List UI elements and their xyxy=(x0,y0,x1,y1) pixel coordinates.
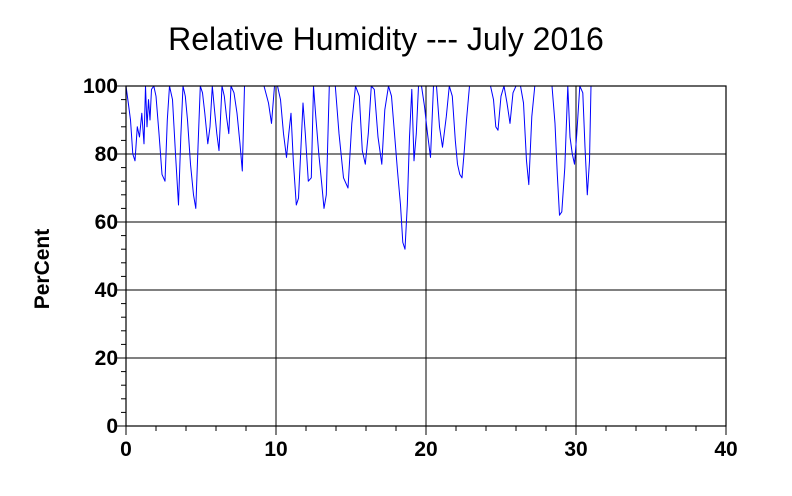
minor-tick-layer xyxy=(117,85,727,435)
y-tick-label: 20 xyxy=(95,347,118,370)
x-tick-label: 0 xyxy=(120,438,132,461)
y-tick-labels: 0 20 40 60 80 100 xyxy=(83,75,118,438)
x-tick-label: 40 xyxy=(714,438,737,461)
data-series-layer xyxy=(125,85,592,250)
x-tick-label: 10 xyxy=(264,438,287,461)
y-tick-label: 60 xyxy=(95,211,118,234)
y-tick-label: 0 xyxy=(106,415,118,438)
x-tick-label: 20 xyxy=(414,438,437,461)
humidity-series-line xyxy=(125,85,592,250)
y-tick-label: 40 xyxy=(95,279,118,302)
chart-title: Relative Humidity --- July 2016 xyxy=(168,21,604,57)
y-tick-label: 100 xyxy=(83,75,118,98)
plot-area-frame xyxy=(125,85,727,427)
grid-layer xyxy=(126,86,726,426)
y-tick-label: 80 xyxy=(95,143,118,166)
y-axis-label: PerCent xyxy=(31,229,54,310)
x-tick-label: 30 xyxy=(564,438,587,461)
x-tick-labels: 0 10 20 30 40 xyxy=(120,438,738,461)
